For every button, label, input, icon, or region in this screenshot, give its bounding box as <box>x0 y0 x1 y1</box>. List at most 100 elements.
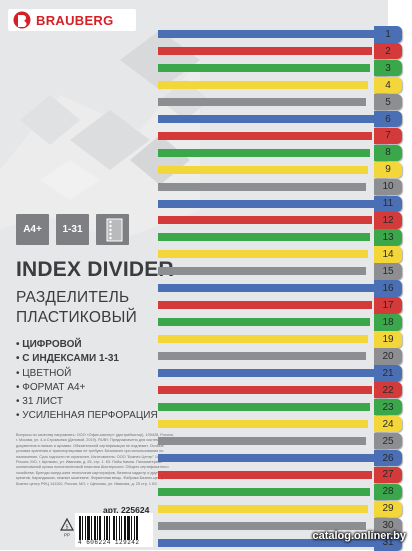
format-box: A4+ <box>16 214 49 245</box>
barcode-bars <box>79 516 149 540</box>
index-tab-8[interactable]: 8 <box>374 145 402 162</box>
barcode-bar <box>124 516 126 540</box>
divider-stripe <box>158 505 368 513</box>
feature-item: • С ИНДЕКСАМИ 1-31 <box>16 352 158 366</box>
divider-stripe <box>158 149 370 157</box>
divider-stripe <box>158 250 368 258</box>
index-tab-10[interactable]: 10 <box>374 179 402 196</box>
index-tab-1[interactable]: 1 <box>374 26 402 43</box>
divider-stripe <box>158 284 374 292</box>
brand-logo: BRAUBERG <box>8 9 136 31</box>
index-tab-13[interactable]: 13 <box>374 229 402 246</box>
barcode-bar <box>106 516 108 540</box>
divider-stripe <box>158 369 374 377</box>
subtitle-line: ПЛАСТИКОВЫЙ <box>16 308 137 328</box>
divider-stripe <box>158 47 372 55</box>
divider-stripe <box>158 488 370 496</box>
divider-stripe <box>158 437 366 445</box>
feature-item: • ФОРМАТ А4+ <box>16 381 158 395</box>
index-tab-5[interactable]: 5 <box>374 94 402 111</box>
divider-stripe <box>158 183 366 191</box>
barcode-bar <box>116 516 117 540</box>
svg-text:PP: PP <box>64 533 70 538</box>
barcode-bar <box>79 516 81 540</box>
barcode-bar <box>87 516 90 540</box>
divider-stripe <box>158 352 366 360</box>
barcode-bar <box>136 516 138 540</box>
brauberg-logo-icon <box>13 11 31 29</box>
punched-sheet-box <box>96 214 129 245</box>
barcode-bar <box>119 516 120 540</box>
index-tab-24[interactable]: 24 <box>374 416 402 433</box>
index-tab-2[interactable]: 2 <box>374 43 402 60</box>
spec-boxes: A4+ 1-31 <box>16 214 129 245</box>
fine-print: Вопросы по качеству направлять: ООО «Офи… <box>16 433 176 487</box>
index-tab-21[interactable]: 21 <box>374 365 402 382</box>
barcode-bar <box>127 516 130 540</box>
index-tab-27[interactable]: 27 <box>374 467 402 484</box>
barcode-bar <box>131 516 132 540</box>
index-tab-9[interactable]: 9 <box>374 162 402 179</box>
index-tab-3[interactable]: 3 <box>374 60 402 77</box>
index-tab-25[interactable]: 25 <box>374 433 402 450</box>
divider-stripe <box>158 98 366 106</box>
recycle-pp5-icon: 5 PP <box>60 518 74 538</box>
divider-stripe <box>158 522 366 530</box>
index-tab-20[interactable]: 20 <box>374 348 402 365</box>
barcode: 4 606224 129242 <box>75 513 153 547</box>
index-tab-29[interactable]: 29 <box>374 501 402 518</box>
index-tab-12[interactable]: 12 <box>374 212 402 229</box>
product-subtitle: РАЗДЕЛИТЕЛЬ ПЛАСТИКОВЫЙ <box>16 288 137 328</box>
barcode-bar <box>91 516 92 540</box>
divider-stripe <box>158 166 368 174</box>
divider-cover: BRAUBERG A4+ 1-31 INDEX DIVIDER РАЗДЕЛИТ… <box>0 0 388 550</box>
divider-stripes <box>158 0 388 550</box>
index-tab-14[interactable]: 14 <box>374 246 402 263</box>
index-tab-11[interactable]: 11 <box>374 196 402 213</box>
brand-name: BRAUBERG <box>36 13 114 28</box>
index-tab-26[interactable]: 26 <box>374 450 402 467</box>
divider-stripe <box>158 200 374 208</box>
source-watermark: catalog.onliner.by <box>312 530 406 542</box>
index-tab-7[interactable]: 7 <box>374 128 402 145</box>
barcode-bar <box>97 516 98 540</box>
index-tab-15[interactable]: 15 <box>374 263 402 280</box>
index-tab-23[interactable]: 23 <box>374 399 402 416</box>
feature-item: • ЦВЕТНОЙ <box>16 367 158 381</box>
divider-stripe <box>158 216 372 224</box>
divider-stripe <box>158 386 372 394</box>
divider-stripe <box>158 420 368 428</box>
divider-stripe <box>158 81 368 89</box>
barcode-bar <box>94 516 96 540</box>
barcode-bar <box>109 516 110 540</box>
barcode-bar <box>82 516 83 540</box>
feature-item: • УСИЛЕННАЯ ПЕРФОРАЦИЯ <box>16 409 158 423</box>
index-tab-18[interactable]: 18 <box>374 314 402 331</box>
feature-item: • 31 ЛИСТ <box>16 395 158 409</box>
product-title: INDEX DIVIDER <box>16 258 174 282</box>
divider-stripe <box>158 454 374 462</box>
divider-stripe <box>158 64 370 72</box>
index-tab-17[interactable]: 17 <box>374 297 402 314</box>
index-tab-28[interactable]: 28 <box>374 484 402 501</box>
divider-stripe <box>158 403 370 411</box>
divider-stripe <box>158 115 374 123</box>
index-tab-19[interactable]: 19 <box>374 331 402 348</box>
barcode-bar <box>113 516 115 540</box>
index-tab-6[interactable]: 6 <box>374 111 402 128</box>
index-tab-16[interactable]: 16 <box>374 280 402 297</box>
index-tab-4[interactable]: 4 <box>374 77 402 94</box>
punched-sheet-icon <box>102 218 124 242</box>
barcode-bar <box>121 516 122 540</box>
divider-stripe <box>158 471 372 479</box>
divider-stripe <box>158 132 372 140</box>
index-tab-22[interactable]: 22 <box>374 382 402 399</box>
feature-list: • ЦИФРОВОЙ • С ИНДЕКСАМИ 1-31 • ЦВЕТНОЙ … <box>16 338 158 424</box>
divider-stripe <box>158 30 374 38</box>
divider-stripe <box>158 267 366 275</box>
divider-stripe <box>158 318 370 326</box>
divider-stripe <box>158 335 368 343</box>
barcode-number: 4 606224 129242 <box>78 539 140 546</box>
barcode-bar <box>85 516 86 540</box>
